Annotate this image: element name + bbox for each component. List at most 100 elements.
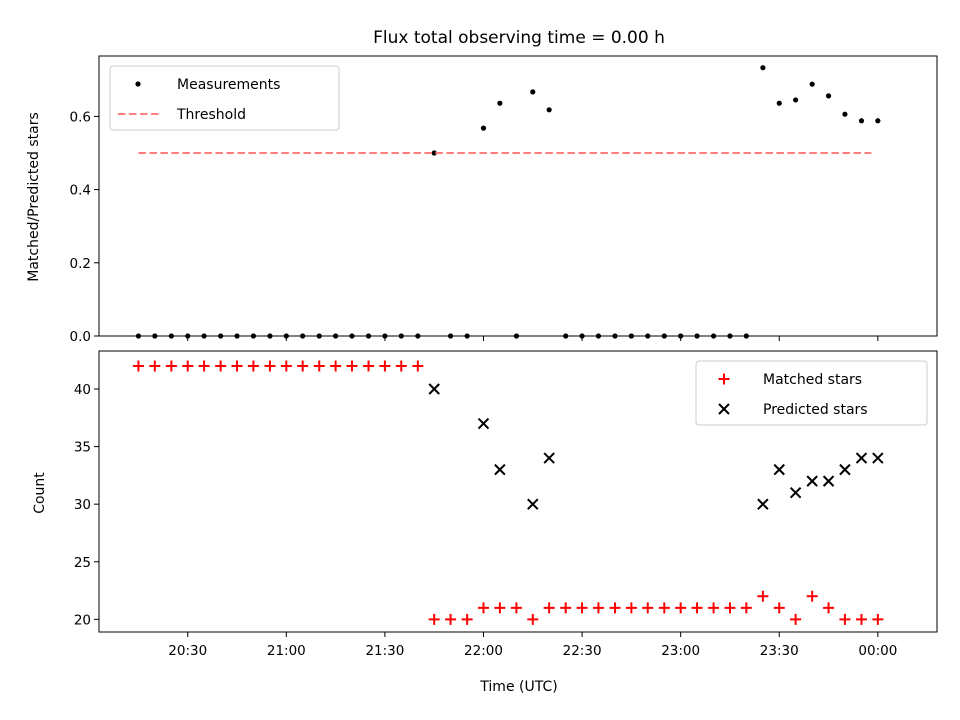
matched-point [412, 360, 424, 372]
legend-label: Predicted stars [763, 402, 868, 418]
y-tick-label: 30 [74, 497, 91, 513]
y-tick-label: 40 [74, 382, 91, 398]
matched-point [527, 613, 539, 625]
y-tick-label: 35 [74, 440, 91, 456]
matched-point [839, 613, 851, 625]
ratio-panel: Matched/Predicted stars 0.0 0.2 0.4 0.6 Meas… [26, 55, 938, 345]
y-tick-label: 20 [74, 612, 91, 628]
matched-point [182, 360, 194, 372]
legend-marker [135, 81, 141, 87]
series-predicted-stars [428, 383, 884, 510]
measurement-point [776, 100, 782, 106]
matched-point [855, 613, 867, 625]
matched-point [790, 613, 802, 625]
legend-label: Threshold [176, 107, 246, 123]
x-tick-label: 22:00 [464, 643, 503, 659]
predicted-point [757, 498, 769, 510]
legend-box [109, 65, 340, 131]
matched-point [642, 602, 654, 614]
measurement-point [809, 81, 815, 87]
legend: Measurements Threshold [109, 65, 340, 131]
matched-point [395, 360, 407, 372]
matched-point [806, 590, 818, 602]
matched-point [510, 602, 522, 614]
measurement-point [793, 97, 799, 103]
predicted-point [789, 486, 802, 499]
x-tick-label: 21:30 [365, 643, 404, 659]
x-tick-label: 23:30 [760, 643, 799, 659]
axes-frame [98, 350, 938, 633]
matched-point [658, 602, 670, 614]
matched-point [428, 613, 440, 625]
matched-point [198, 360, 210, 372]
matched-point [708, 602, 720, 614]
predicted-point [527, 498, 539, 510]
measurement-point [760, 65, 766, 71]
matched-point [592, 602, 604, 614]
matched-point [740, 602, 752, 614]
series-matched-stars [132, 360, 884, 625]
matched-point [576, 602, 588, 614]
matched-point [247, 360, 259, 372]
measurement-point [858, 118, 865, 124]
measurement-point [480, 125, 487, 131]
x-tick-label: 00:00 [858, 643, 897, 659]
y-tick-label: 25 [74, 555, 91, 571]
matched-point [379, 360, 391, 372]
matched-point [132, 360, 144, 372]
predicted-point [543, 452, 555, 464]
x-tick-label: 23:00 [661, 643, 700, 659]
measurement-point [497, 100, 503, 106]
predicted-point [494, 463, 506, 476]
matched-point [461, 613, 473, 625]
measurement-point [431, 150, 437, 156]
predicted-point [477, 417, 490, 430]
matched-point [264, 360, 276, 372]
matched-point [313, 360, 325, 372]
matched-point [231, 360, 243, 372]
matched-point [691, 602, 703, 614]
y-tick-label: 0.4 [70, 183, 91, 199]
predicted-point [839, 463, 851, 476]
legend-marker [718, 373, 730, 385]
axes-frame [98, 55, 938, 337]
legend: Matched stars Predicted stars [695, 360, 928, 426]
matched-point [280, 360, 292, 372]
measurement-point [842, 111, 848, 117]
predicted-point [428, 383, 440, 395]
matched-point [823, 602, 835, 614]
predicted-point [822, 475, 835, 487]
matched-point [165, 360, 177, 372]
matched-point [675, 602, 687, 614]
y-tick-label: 0.2 [70, 256, 91, 272]
measurement-point [875, 118, 881, 124]
matched-point [346, 360, 358, 372]
measurement-point [825, 93, 832, 99]
y-tick-label: 0.6 [70, 109, 91, 125]
matched-point [215, 360, 227, 372]
predicted-point [855, 452, 868, 464]
x-tick-label: 22:30 [563, 643, 602, 659]
x-tick-label: 21:00 [267, 643, 306, 659]
matched-point [625, 602, 637, 614]
matched-point [543, 602, 555, 614]
legend-box [695, 360, 928, 426]
matched-point [609, 602, 621, 614]
legend-label: Measurements [177, 77, 280, 93]
count-y-axis-label: Count [32, 472, 48, 514]
matched-point [363, 360, 375, 372]
predicted-point [872, 452, 884, 464]
matched-point [773, 602, 785, 614]
predicted-point [806, 475, 818, 487]
measurement-point [546, 107, 552, 113]
matched-point [477, 602, 489, 614]
matched-point [149, 360, 161, 372]
matched-point [872, 613, 884, 625]
predicted-point [773, 463, 785, 476]
matched-point [330, 360, 342, 372]
y-tick-label: 0.0 [70, 329, 91, 345]
matched-point [494, 602, 506, 614]
measurement-point [530, 89, 536, 95]
figure-title: Flux total observing time = 0.00 h [373, 28, 665, 48]
